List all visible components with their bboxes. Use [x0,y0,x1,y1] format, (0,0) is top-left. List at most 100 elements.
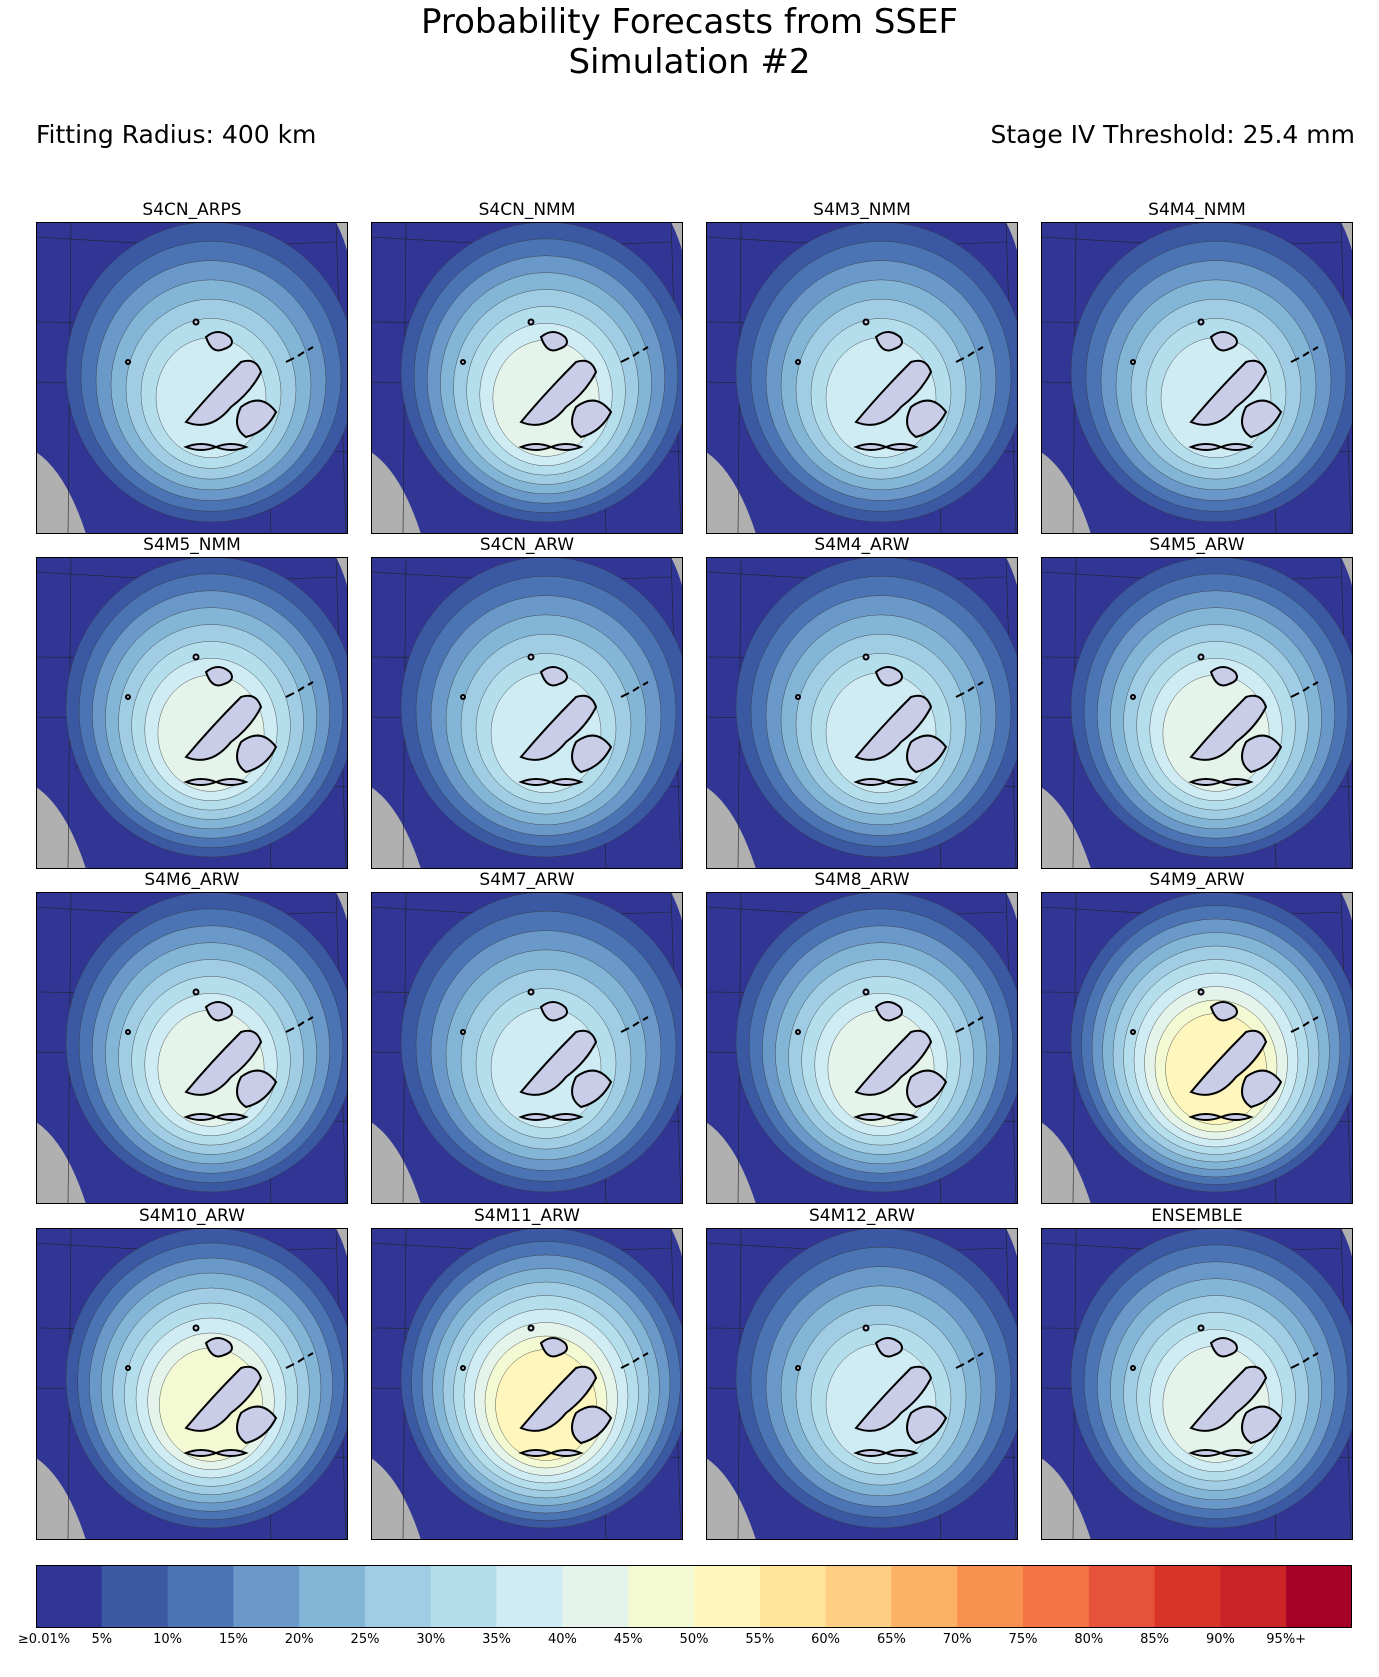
observed-precip-outlines [1130,988,1319,1121]
forecast-panel [36,557,348,869]
forecast-panel [36,222,348,534]
panel-frame [1041,557,1353,869]
panel-frame [36,1228,348,1540]
colorbar-tick-label: 90% [1205,1632,1235,1647]
colorbar-segment [1023,1565,1090,1628]
forecast-panel [371,222,683,534]
observed-precip-outlines [460,653,649,786]
figure-title: Probability Forecasts from SSEF Simulati… [0,2,1379,82]
observed-precip-outlines [795,1324,984,1457]
panel-title: S4M6_ARW [144,870,240,890]
colorbar-segment [496,1565,563,1628]
panel-frame [706,222,1018,534]
colorbar-segment [759,1565,827,1628]
panel-frame [706,892,1018,1204]
forecast-panel [706,1228,1018,1540]
forecast-panel [706,222,1018,534]
colorbar-tick-label: 20% [284,1632,314,1647]
panel-frame [371,222,683,534]
panel-title: S4M3_NMM [813,200,911,220]
panel-frame [371,1228,683,1540]
observed-precip-outlines [125,988,314,1121]
colorbar-segment [891,1565,958,1628]
panel-frame [36,892,348,1204]
colorbar-segment [957,1565,1024,1628]
colorbar-segment [628,1565,695,1628]
forecast-panel [371,1228,683,1540]
colorbar-tick-label: 75% [1008,1632,1038,1647]
colorbar-tick-label: 65% [876,1632,906,1647]
observed-precip-outlines [1130,653,1319,786]
colorbar-tick-label: 35% [482,1632,512,1647]
colorbar [36,1565,1352,1628]
panel-title: S4M5_ARW [1149,535,1245,555]
forecast-panel [36,1228,348,1540]
colorbar-segment [825,1565,892,1628]
forecast-panel [36,892,348,1204]
panel-title: S4CN_ARPS [142,200,242,220]
forecast-panel [1041,892,1353,1204]
colorbar-tick-label: 95%+ [1266,1632,1307,1647]
colorbar-segment [101,1565,169,1628]
colorbar-segment [562,1565,629,1628]
colorbar-tick-label: 70% [942,1632,972,1647]
observed-precip-outlines [125,653,314,786]
panel-frame [371,557,683,869]
observed-precip-outlines [125,318,314,451]
observed-precip-outlines [795,318,984,451]
colorbar-tick-label: 10% [153,1632,183,1647]
panel-frame [1041,892,1353,1204]
panel-frame [36,222,348,534]
panel-title: ENSEMBLE [1151,1206,1243,1226]
forecast-panel [1041,1228,1353,1540]
colorbar-tick-label: 55% [745,1632,775,1647]
colorbar-tick-label: 40% [547,1632,577,1647]
panel-title: S4M9_ARW [1149,870,1245,890]
figure-title-line1: Probability Forecasts from SSEF [420,2,959,42]
colorbar-segment [36,1565,103,1628]
panel-title: S4M4_ARW [814,535,910,555]
colorbar-tick-label: 15% [218,1632,248,1647]
panel-title: S4M11_ARW [474,1206,580,1226]
observed-precip-outlines [1130,1324,1319,1457]
forecast-panel [1041,557,1353,869]
fitting-radius-label: Fitting Radius: 400 km [36,120,317,149]
threshold-label: Stage IV Threshold: 25.4 mm [990,120,1355,149]
colorbar-segment [299,1565,366,1628]
forecast-panel [371,892,683,1204]
panel-title: S4M5_NMM [143,535,241,555]
panel-frame [706,1228,1018,1540]
observed-precip-outlines [460,1324,649,1457]
figure-title-line2: Simulation #2 [568,42,811,82]
colorbar-segment [1286,1565,1352,1628]
colorbar-tick-label: 85% [1140,1632,1170,1647]
colorbar-segment [365,1565,432,1628]
observed-precip-outlines [1130,318,1319,451]
colorbar-tick-label: 60% [811,1632,841,1647]
panel-title: S4M10_ARW [139,1206,245,1226]
panel-frame [706,557,1018,869]
colorbar-frame [36,1565,1352,1628]
panel-frame [36,557,348,869]
colorbar-segment [1154,1565,1221,1628]
colorbar-tick-label: 80% [1074,1632,1104,1647]
panel-title: S4CN_ARW [479,535,575,555]
colorbar-segment [233,1565,300,1628]
observed-precip-outlines [460,988,649,1121]
forecast-panel [1041,222,1353,534]
colorbar-tick-label: ≥0.01% [17,1632,71,1647]
colorbar-segment [430,1565,498,1628]
forecast-panel [706,892,1018,1204]
panel-title: S4M4_NMM [1148,200,1246,220]
panel-title: S4M7_ARW [479,870,575,890]
panel-frame [371,892,683,1204]
panel-title: S4M8_ARW [814,870,910,890]
colorbar-segment [694,1565,761,1628]
observed-precip-outlines [795,653,984,786]
panel-frame [1041,1228,1353,1540]
forecast-panel [706,557,1018,869]
forecast-panel [371,557,683,869]
observed-precip-outlines [460,318,649,451]
colorbar-tick-label: 45% [613,1632,643,1647]
panel-frame [1041,222,1353,534]
